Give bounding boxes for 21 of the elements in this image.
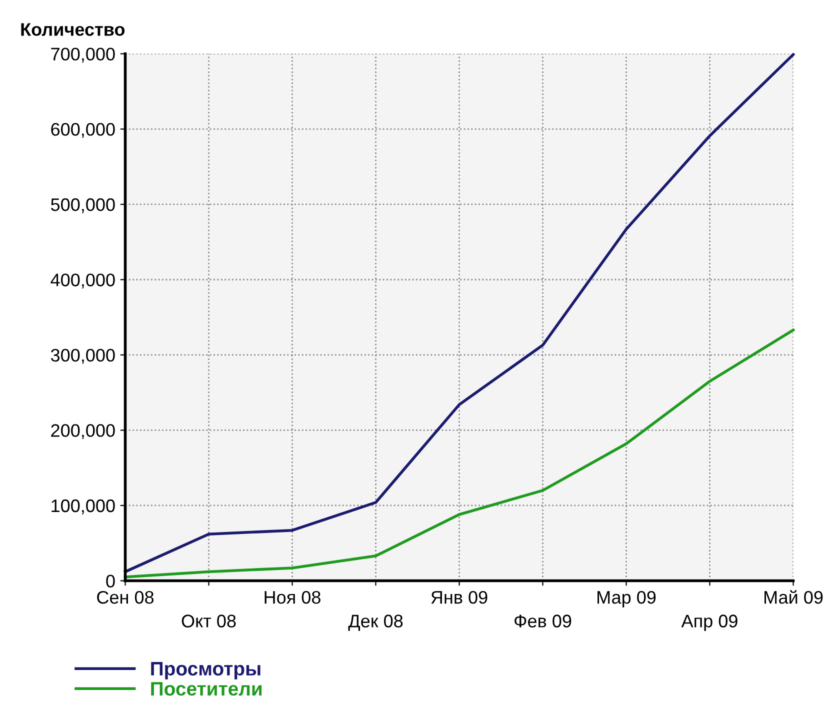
y-axis-title: Количество bbox=[21, 23, 125, 36]
x-tick-label: Фев 09 bbox=[514, 614, 572, 628]
x-tick-label: Апр 09 bbox=[681, 614, 738, 632]
x-tick-label: Янв 09 bbox=[431, 590, 488, 604]
y-tick-label: 200,000 bbox=[51, 424, 115, 440]
x-tick-label: Дек 08 bbox=[348, 614, 403, 631]
y-tick-label: 300,000 bbox=[50, 348, 115, 364]
line-series bbox=[124, 328, 795, 578]
x-tick-label: Окт 08 bbox=[182, 614, 236, 628]
y-tick-label: 0 bbox=[106, 574, 115, 588]
y-tick-label: 600,000 bbox=[51, 122, 115, 138]
x-tick-label: Ноя 08 bbox=[264, 590, 320, 604]
x-tick-label: Мар 09 bbox=[598, 590, 656, 608]
y-tick-label: 100,000 bbox=[52, 499, 115, 514]
y-tick-label: 400,000 bbox=[50, 274, 115, 288]
x-tick-label: Май 09 bbox=[764, 590, 823, 604]
y-tick-label: 500,000 bbox=[50, 198, 115, 214]
legend-label: Посетители bbox=[151, 682, 262, 696]
legend-label: Просмотры bbox=[151, 662, 260, 680]
y-tick-label: 700,000 bbox=[51, 48, 115, 63]
x-tick-label: Сен 08 bbox=[97, 590, 154, 604]
